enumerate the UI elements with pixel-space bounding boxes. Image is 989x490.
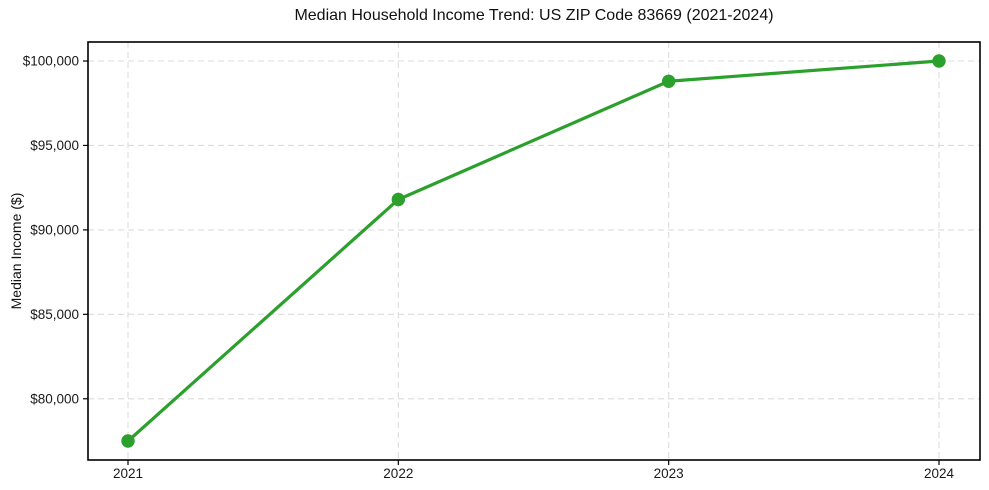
y-tick-label: $85,000	[30, 307, 79, 322]
y-tick-label: $80,000	[30, 391, 79, 406]
y-tick-label: $90,000	[30, 222, 79, 237]
x-tick-label: 2024	[924, 466, 955, 481]
data-point-2024	[932, 54, 946, 68]
x-tick-label: 2022	[383, 466, 413, 481]
x-tick-label: 2023	[654, 466, 684, 481]
y-tick-label: $100,000	[23, 54, 79, 69]
data-point-2022	[391, 192, 406, 207]
x-tick-label: 2021	[113, 466, 143, 481]
y-tick-label: $95,000	[30, 138, 79, 153]
chart-title: Median Household Income Trend: US ZIP Co…	[294, 7, 774, 24]
data-point-2023	[661, 74, 676, 88]
plot-border	[87, 41, 981, 461]
data-point-2021	[121, 434, 135, 448]
trend-line	[126, 59, 941, 443]
